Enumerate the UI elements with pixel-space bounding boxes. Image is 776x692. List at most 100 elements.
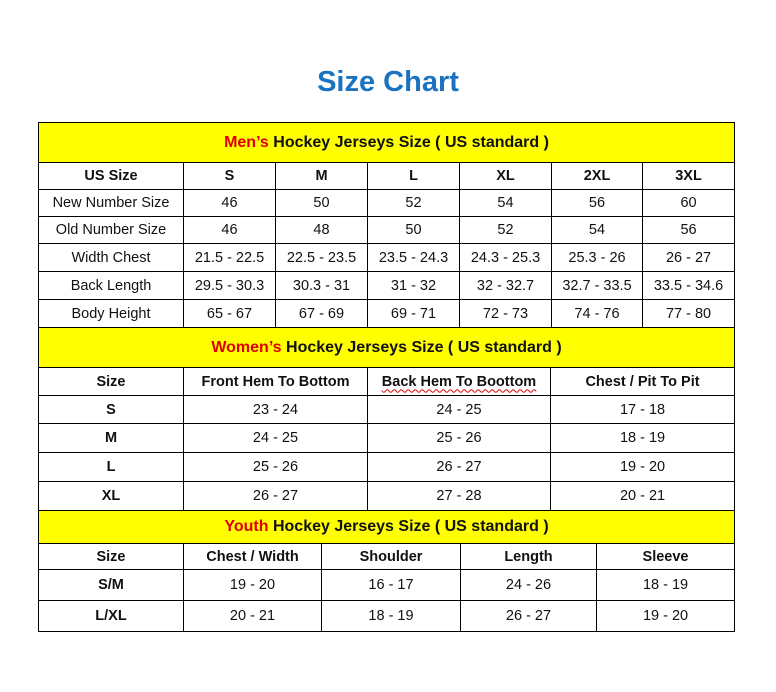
- youth-heading: Hockey Jerseys Size ( US standard ): [268, 518, 549, 535]
- womens-accent: Women’s: [211, 338, 282, 356]
- column-header: Length: [460, 543, 597, 570]
- table-row: L/XL 20 - 21 18 - 19 26 - 27 19 - 20: [38, 600, 736, 632]
- table-cell: 26 - 27: [641, 243, 736, 272]
- table-cell: 33.5 - 34.6: [641, 271, 736, 300]
- table-cell: 25 - 26: [183, 452, 368, 482]
- table-cell: 77 - 80: [641, 299, 736, 328]
- table-cell: 72 - 73: [459, 299, 552, 328]
- table-cell: 19 - 20: [595, 600, 736, 632]
- table-cell: 26 - 27: [183, 481, 368, 511]
- table-row: Width Chest 21.5 - 22.5 22.5 - 23.5 23.5 - …: [38, 243, 736, 272]
- table-cell: 18 - 19: [595, 569, 736, 601]
- mens-heading: Hockey Jerseys Size ( US standard ): [268, 133, 549, 151]
- table-cell: 29.5 - 30.3: [183, 271, 276, 300]
- column-header: L: [367, 162, 460, 190]
- table-cell: 17 - 18: [549, 395, 736, 424]
- table-cell: 56: [551, 189, 643, 217]
- row-label: M: [38, 423, 184, 453]
- table-cell: 23.5 - 24.3: [367, 243, 460, 272]
- table-cell: 25.3 - 26: [551, 243, 643, 272]
- column-header: Chest / Pit To Pit: [549, 367, 736, 396]
- row-label: Width Chest: [38, 243, 184, 272]
- column-header-row: Size Chest / Width Shoulder Length Sleeve: [38, 543, 736, 570]
- table-cell: 24 - 25: [183, 423, 368, 453]
- table-cell: 16 - 17: [321, 569, 461, 601]
- table-cell: 32 - 32.7: [459, 271, 552, 300]
- table-cell: 65 - 67: [183, 299, 276, 328]
- table-row: M 24 - 25 25 - 26 18 - 19: [38, 423, 736, 453]
- table-row: New Number Size 46 50 52 54 56 60: [38, 189, 736, 217]
- page-title: Size Chart: [317, 66, 459, 98]
- column-header-row: Size Front Hem To Bottom Back Hem To Boott…: [38, 367, 736, 396]
- table-cell: 69 - 71: [367, 299, 460, 328]
- column-header: Chest / Width: [183, 543, 322, 570]
- column-header: Size: [38, 367, 184, 396]
- youth-accent: Youth: [224, 518, 269, 535]
- table-row: Old Number Size 46 48 50 52 54 56: [38, 216, 736, 244]
- table-cell: 56: [641, 216, 736, 244]
- womens-size-table: Women’s Hockey Jerseys Size ( US standar…: [37, 327, 736, 511]
- table-row: Body Height 65 - 67 67 - 69 69 - 71 72 - 73 7…: [38, 299, 736, 328]
- table-cell: 26 - 27: [460, 600, 597, 632]
- table-cell: 22.5 - 23.5: [275, 243, 368, 272]
- table-cell: 26 - 27: [367, 452, 551, 482]
- column-header: Shoulder: [321, 543, 461, 570]
- column-header: Back Hem To Boottom: [367, 367, 551, 396]
- row-label: New Number Size: [38, 189, 184, 217]
- youth-section-header: Youth Hockey Jerseys Size ( US standard …: [37, 510, 736, 544]
- table-row: Back Length 29.5 - 30.3 30.3 - 31 31 - 32 32…: [38, 271, 736, 300]
- column-header: 3XL: [641, 162, 736, 190]
- youth-size-table: Youth Hockey Jerseys Size ( US standard …: [37, 510, 736, 632]
- table-cell: 52: [459, 216, 552, 244]
- table-cell: 32.7 - 33.5: [551, 271, 643, 300]
- row-label: S: [38, 395, 184, 424]
- table-cell: 52: [367, 189, 460, 217]
- row-label: Back Length: [38, 271, 184, 300]
- table-cell: 46: [183, 216, 276, 244]
- table-cell: 54: [459, 189, 552, 217]
- column-header-label: Back Hem To Boottom: [381, 373, 537, 390]
- column-header: S: [183, 162, 276, 190]
- table-cell: 19 - 20: [549, 452, 736, 482]
- row-label: L/XL: [38, 600, 184, 632]
- table-cell: 74 - 76: [551, 299, 643, 328]
- table-row: XL 26 - 27 27 - 28 20 - 21: [38, 481, 736, 511]
- table-cell: 19 - 20: [183, 569, 322, 601]
- table-cell: 23 - 24: [183, 395, 368, 424]
- column-header: M: [275, 162, 368, 190]
- mens-section-header: Men’s Hockey Jerseys Size ( US standard …: [37, 122, 736, 163]
- column-header: US Size: [38, 162, 184, 190]
- table-cell: 21.5 - 22.5: [183, 243, 276, 272]
- table-cell: 50: [367, 216, 460, 244]
- row-label: S/M: [38, 569, 184, 601]
- table-cell: 67 - 69: [275, 299, 368, 328]
- table-cell: 60: [641, 189, 736, 217]
- table-cell: 54: [551, 216, 643, 244]
- womens-heading: Hockey Jerseys Size ( US standard ): [281, 338, 562, 356]
- mens-accent: Men’s: [224, 133, 269, 151]
- row-label: L: [38, 452, 184, 482]
- table-cell: 46: [183, 189, 276, 217]
- column-header: Size: [38, 543, 184, 570]
- table-cell: 20 - 21: [549, 481, 736, 511]
- row-label: Body Height: [38, 299, 184, 328]
- table-cell: 50: [275, 189, 368, 217]
- table-row: S/M 19 - 20 16 - 17 24 - 26 18 - 19: [38, 569, 736, 601]
- table-cell: 24.3 - 25.3: [459, 243, 552, 272]
- row-label: Old Number Size: [38, 216, 184, 244]
- womens-section-header: Women’s Hockey Jerseys Size ( US standar…: [37, 327, 736, 368]
- table-cell: 30.3 - 31: [275, 271, 368, 300]
- row-label: XL: [38, 481, 184, 511]
- column-header: Front Hem To Bottom: [183, 367, 368, 396]
- table-cell: 25 - 26: [367, 423, 551, 453]
- table-cell: 24 - 26: [460, 569, 597, 601]
- mens-size-table: Men’s Hockey Jerseys Size ( US standard …: [37, 122, 736, 328]
- table-row: L 25 - 26 26 - 27 19 - 20: [38, 452, 736, 482]
- table-row: S 23 - 24 24 - 25 17 - 18: [38, 395, 736, 424]
- table-cell: 27 - 28: [367, 481, 551, 511]
- column-header: XL: [459, 162, 552, 190]
- column-header-row: US Size S M L XL 2XL 3XL: [38, 162, 736, 190]
- table-cell: 24 - 25: [367, 395, 551, 424]
- table-cell: 31 - 32: [367, 271, 460, 300]
- column-header: 2XL: [551, 162, 643, 190]
